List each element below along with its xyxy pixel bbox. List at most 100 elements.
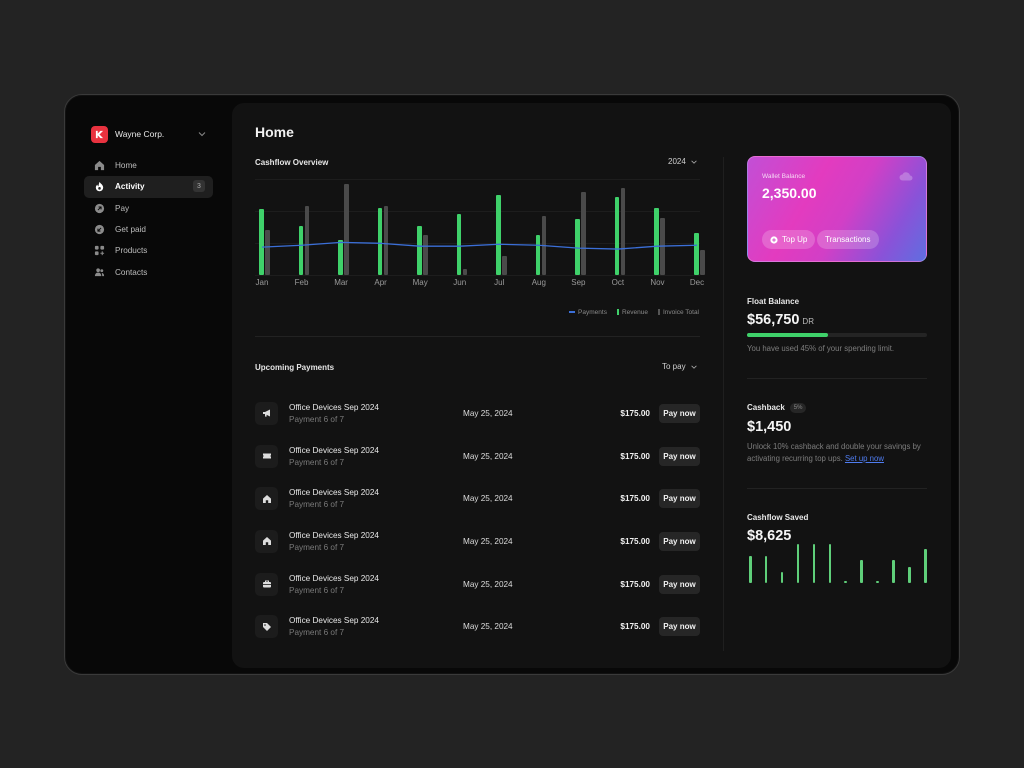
payments-filter-select[interactable]: To pay (662, 362, 698, 371)
ticket-icon (255, 444, 278, 468)
set-up-now-link[interactable]: Set up now (844, 454, 884, 463)
sidebar-item-products[interactable]: Products (84, 240, 213, 261)
sidebar-item-pay[interactable]: Pay (84, 198, 213, 219)
page-title: Home (255, 124, 294, 140)
sidebar-item-home[interactable]: Home (84, 155, 213, 176)
pay-now-button[interactable]: Pay now (659, 446, 700, 466)
payments-filter-value: To pay (662, 362, 686, 371)
workspace-switcher[interactable]: Wayne Corp. (91, 125, 207, 143)
pay-now-button[interactable]: Pay now (659, 489, 700, 509)
invoice-total-bar (265, 229, 270, 275)
cashflow-saved-bar (780, 572, 784, 583)
year-select[interactable]: 2024 (668, 157, 698, 166)
sidebar-item-label: Pay (115, 203, 130, 213)
chart-legend: Payments Revenue Invoice Total (569, 309, 699, 316)
pay-now-button[interactable]: Pay now (659, 574, 700, 594)
sidebar-item-label: Home (115, 161, 137, 171)
chart-month-group (456, 179, 493, 275)
payment-name: Office Devices Sep 2024 (289, 573, 379, 583)
spending-progress-fill (747, 333, 828, 337)
x-axis-label: May (412, 278, 428, 287)
upcoming-payments-list: Office Devices Sep 2024 Payment 6 of 7 May… (255, 392, 700, 648)
legend-invoice-total: Invoice Total (657, 309, 699, 316)
cashflow-chart: Jan Feb Mar Apr May Jun Jul Aug Sep Oct Nov Dec (255, 176, 705, 287)
transactions-button[interactable]: Transactions (817, 230, 879, 249)
revenue-bar (417, 226, 422, 275)
revenue-bar (575, 219, 580, 275)
payment-date: May 25, 2024 (463, 451, 513, 461)
payment-name: Office Devices Sep 2024 (289, 445, 379, 455)
section-divider (747, 488, 927, 489)
sidebar-item-label: Activity (115, 182, 145, 192)
chart-month-group (259, 179, 295, 275)
chart-month-group (694, 179, 730, 275)
payment-installment: Payment 6 of 7 (289, 542, 345, 552)
revenue-bar (694, 232, 699, 275)
payment-amount: $175.00 (620, 536, 650, 546)
invoice-total-bar (620, 187, 626, 275)
invoice-total-bar (344, 183, 349, 275)
chart-month-group (496, 179, 532, 275)
x-axis-label: Jun (453, 278, 467, 287)
pay-now-button[interactable]: Pay now (659, 531, 700, 551)
payment-row: Office Devices Sep 2024 Payment 6 of 7 May… (255, 605, 700, 648)
cashflow-saved-bar (860, 559, 863, 583)
sidebar-item-get-paid[interactable]: Get paid (84, 219, 213, 240)
home-icon (94, 160, 105, 171)
chart-month-group (575, 179, 611, 275)
cashflow-saved-amount: $8,625 (747, 528, 792, 544)
payment-row: Office Devices Sep 2024 Payment 6 of 7 May… (255, 563, 700, 606)
invoice-total-bar (581, 192, 586, 275)
cashflow-saved-bar (876, 581, 879, 583)
cashflow-saved-bar (796, 544, 800, 583)
revenue-bar (535, 234, 541, 275)
invoice-total-bar (423, 234, 428, 275)
grid-plus-icon (94, 245, 105, 256)
activity-count-badge: 3 (193, 180, 205, 193)
pay-now-button[interactable]: Pay now (659, 617, 700, 637)
payments-line (261, 241, 698, 250)
x-axis-label: Jul (494, 278, 505, 287)
users-icon (94, 267, 105, 278)
x-axis-label: Nov (650, 278, 665, 287)
cashback-rate-badge: 5% (789, 403, 807, 413)
sidebar-item-activity[interactable]: Activity 3 (84, 176, 213, 198)
float-balance-amount: $56,750 DR (747, 312, 814, 328)
sidebar: Wayne Corp. Home Activity 3 Pay Get paid (65, 95, 232, 674)
pay-now-button[interactable]: Pay now (659, 403, 700, 423)
payment-date: May 25, 2024 (463, 536, 513, 546)
payment-row: Office Devices Sep 2024 Payment 6 of 7 May… (255, 477, 700, 520)
cashback-amount: $1,450 (747, 419, 792, 435)
invoice-total-bar (304, 205, 310, 275)
spending-progress (747, 333, 927, 337)
top-up-button[interactable]: Top Up (762, 230, 816, 249)
payment-row: Office Devices Sep 2024 Payment 6 of 7 May… (255, 435, 700, 478)
payment-row: Office Devices Sep 2024 Payment 6 of 7 May… (255, 520, 700, 563)
chart-month-group (377, 179, 414, 275)
payment-name: Office Devices Sep 2024 (289, 402, 379, 412)
chart-month-group (338, 179, 374, 275)
sidebar-item-contacts[interactable]: Contacts (84, 261, 213, 282)
wallet-label: Wallet Balance (762, 173, 806, 180)
wallet-amount: 2,350.00 (762, 185, 817, 201)
payment-date: May 25, 2024 (463, 408, 513, 418)
arrow-up-right-circle-icon (94, 203, 105, 214)
spending-note: You have used 45% of your spending limit… (747, 344, 895, 353)
payment-name: Office Devices Sep 2024 (289, 530, 379, 540)
brand-logo (91, 125, 108, 143)
cashflow-overview-title: Cashflow Overview (255, 158, 329, 167)
home-icon (255, 487, 278, 511)
payment-installment: Payment 6 of 7 (289, 585, 345, 595)
chart-month-group (417, 179, 453, 275)
invoice-total-bar (502, 255, 507, 275)
revenue-bar (338, 240, 343, 275)
briefcase-icon (255, 572, 278, 596)
grid-line (255, 243, 700, 244)
payment-amount: $175.00 (620, 494, 650, 504)
sidebar-item-label: Get paid (115, 225, 146, 235)
payment-date: May 25, 2024 (463, 494, 513, 504)
cashflow-saved-title: Cashflow Saved (747, 513, 809, 522)
revenue-bar (614, 197, 620, 275)
cashflow-saved-bar (892, 559, 895, 583)
section-divider (255, 336, 700, 337)
